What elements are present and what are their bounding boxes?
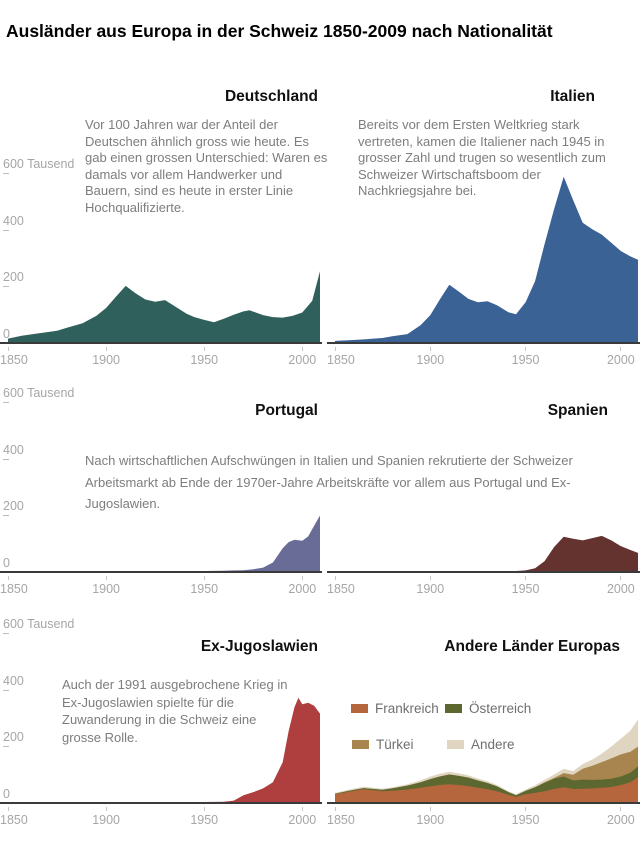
deutschland-area-chart[interactable] [0,171,322,342]
x-axis-line [0,802,322,804]
x-axis-line [327,342,640,344]
chart-panel-italien: 1850 1900 1950 2000 [327,171,640,376]
portugal-area-chart[interactable] [0,400,322,571]
legend-label-oesterreich: Österreich [469,700,532,716]
ex-jugoslawien-area-chart[interactable] [0,631,322,802]
chart-panel-spanien: 1850 1900 1950 2000 [327,400,640,605]
description-ex-jugoslawien: Auch der 1991 ausgebrochene Krieg in Ex-… [62,677,288,745]
legend-item-andere: Andere [447,736,515,752]
description-deutschland: Vor 100 Jahren war der Anteil der Deutsc… [85,117,328,215]
chart-panel-andere-laender: 1850 1900 1950 2000 [327,631,640,836]
legend-item-oesterreich: Österreich [445,700,532,716]
panel-title-spanien: Spanien [547,402,608,419]
legend-label-tuerkei: Türkei [376,736,414,752]
legend-label-frankreich: Frankreich [375,700,439,716]
page-title: Ausländer aus Europa in der Schweiz 1850… [6,21,553,41]
legend-item-frankreich: Frankreich [351,700,439,716]
italien-area-chart[interactable] [327,171,640,342]
panel-title-andere-laender: Andere Länder Europas [444,638,620,655]
legend-label-andere: Andere [471,736,515,752]
andere-laender-stacked-area-chart[interactable] [327,631,640,802]
legend-swatch-oesterreich [445,703,462,713]
spanien-area-chart[interactable] [327,400,640,571]
legend-swatch-tuerkei [352,739,369,749]
chart-panel-portugal: 600 Tausend 400 200 0 1850 1900 1950 2000 [0,386,322,605]
panel-title-portugal: Portugal [255,402,318,419]
description-italien: Bereits vor dem Ersten Weltkrieg stark v… [358,117,606,198]
x-axis-line [0,571,322,573]
legend-item-tuerkei: Türkei [352,736,414,752]
legend-swatch-frankreich [351,703,368,713]
x-axis-line [327,571,640,573]
legend-swatch-andere [447,739,464,749]
chart-panel-deutschland: 600 Tausend 400 200 0 1850 1900 1950 2000 [0,157,322,376]
panel-title-italien: Italien [550,88,595,105]
description-portugal-spanien: Nach wirtschaftlichen Aufschwüngen in It… [85,453,573,511]
x-axis-line [327,802,640,804]
chart-panel-ex-jugoslawien: 600 Tausend 400 200 0 1850 1900 1950 2000 [0,617,322,836]
panel-title-deutschland: Deutschland [224,88,318,105]
x-axis-line [0,342,322,344]
panel-title-ex-jugoslawien: Ex-Jugoslawien [200,638,318,655]
